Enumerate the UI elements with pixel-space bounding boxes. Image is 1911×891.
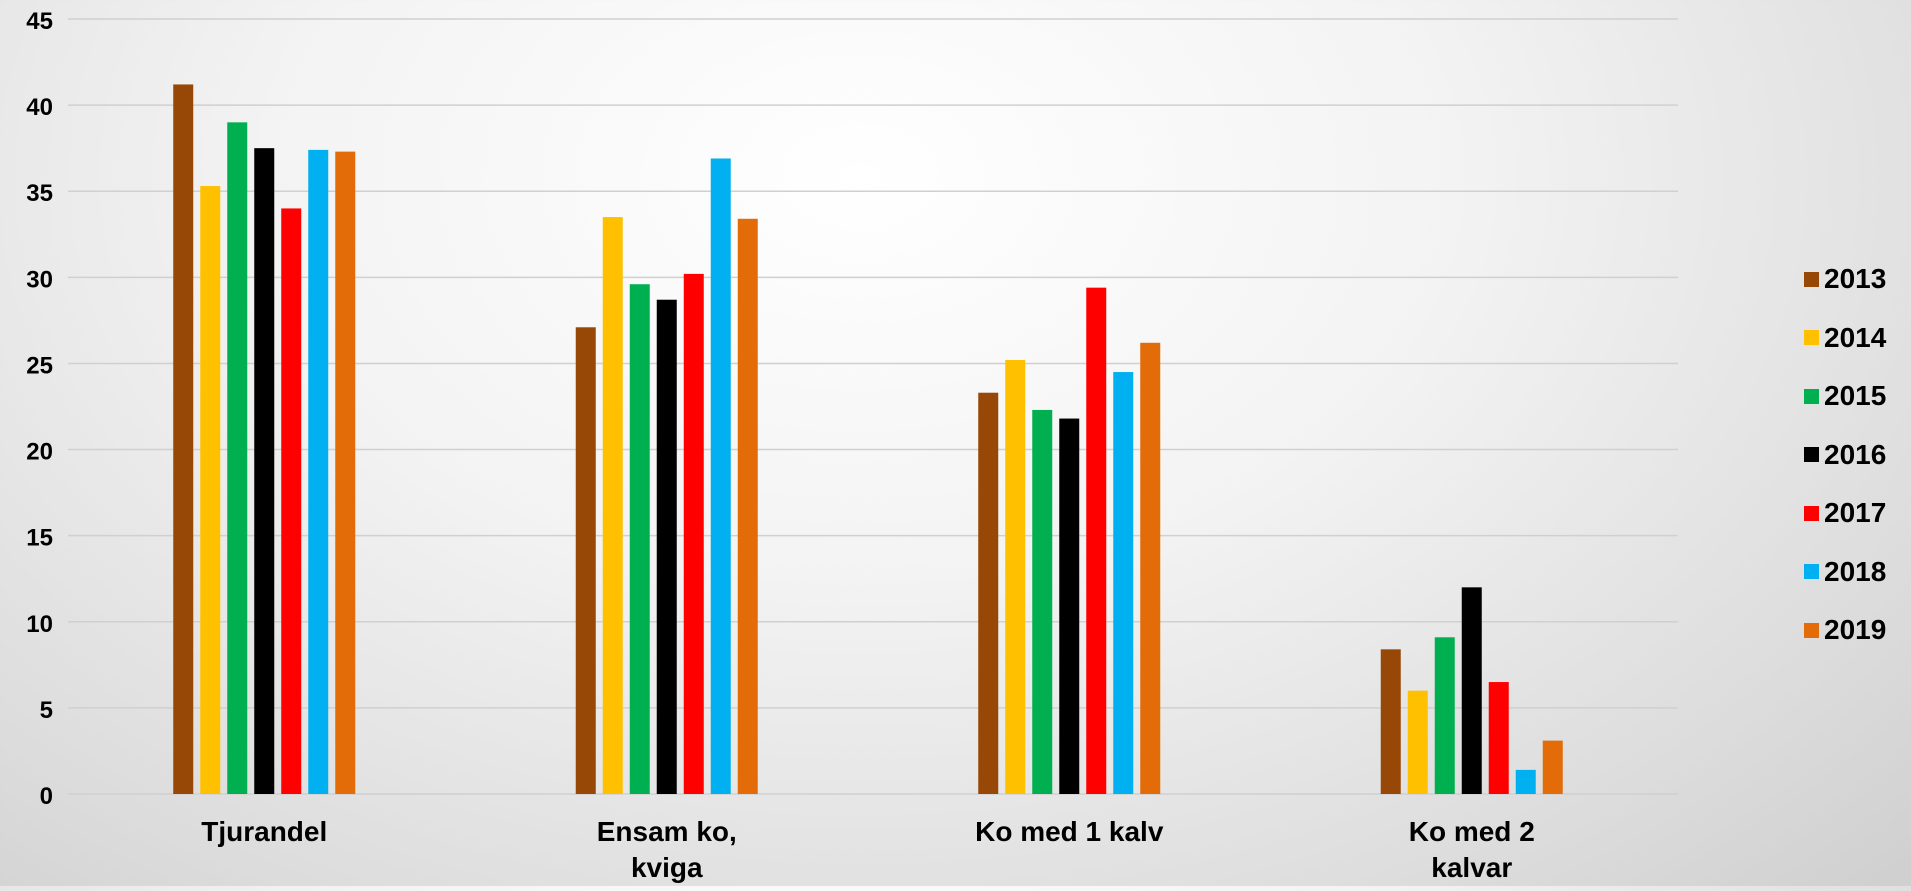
legend-label: 2013 [1824,263,1887,295]
legend-label: 2018 [1824,555,1887,587]
x-category-label: Ko med 1 kalv [975,816,1164,847]
y-tick-label: 25 [26,352,53,379]
bar-2019-1 [737,218,758,794]
bar-2015-2 [1032,409,1053,794]
legend-item-2018: 2018 [1804,543,1909,602]
legend-swatch [1804,564,1819,580]
legend-item-2014: 2014 [1804,309,1909,368]
legend-label: 2016 [1824,438,1887,470]
x-category-label: kalvar [1431,852,1512,883]
y-tick-label: 5 [40,697,53,724]
legend-item-2013: 2013 [1804,250,1909,309]
legend-label: 2019 [1824,614,1887,646]
y-axis-ticks: 0 5 10 15 20 25 30 35 40 45 [26,8,53,810]
bar-2019-0 [335,151,356,795]
bar-2019-2 [1140,342,1161,794]
legend-item-2016: 2016 [1804,426,1909,485]
bar-2014-0 [200,186,221,795]
bar-2013-0 [173,84,194,794]
legend-swatch [1804,505,1819,521]
x-category-label: Tjurandel [201,816,327,847]
bar-2016-1 [656,299,677,794]
x-category-label: kviga [631,852,703,883]
bar-2013-3 [1380,649,1401,794]
legend-label: 2014 [1824,321,1887,353]
bar-2015-1 [629,284,650,794]
legend-swatch [1804,271,1819,287]
bar-2013-1 [575,327,596,794]
legend-swatch [1804,622,1819,638]
legend-label: 2015 [1824,380,1887,412]
bar-2014-3 [1407,690,1428,794]
bar-2016-3 [1461,587,1482,794]
y-tick-label: 45 [26,8,53,35]
bar-2013-2 [978,392,999,794]
y-tick-label: 40 [26,94,53,121]
legend: 2013 2014 2015 2016 2017 2018 2019 [1804,250,1909,660]
y-tick-label: 10 [26,611,53,638]
legend-item-2019: 2019 [1804,601,1909,660]
legend-label: 2017 [1824,497,1887,529]
legend-swatch [1804,330,1819,346]
bar-2017-3 [1488,682,1509,794]
bar-2019-3 [1542,740,1563,794]
bar-2017-2 [1086,287,1107,794]
bar-2018-1 [710,158,731,794]
legend-swatch [1804,447,1819,463]
legend-item-2015: 2015 [1804,367,1909,426]
bar-2018-0 [308,149,329,794]
x-category-label: Ensam ko, [597,816,737,847]
bar-2017-0 [281,208,302,794]
bar-2016-2 [1059,418,1080,794]
bar-2015-0 [227,122,248,795]
y-tick-label: 35 [26,180,53,207]
bars [173,84,1563,795]
bar-2017-1 [683,273,704,794]
legend-item-2017: 2017 [1804,484,1909,543]
y-tick-label: 20 [26,439,53,466]
bar-2015-3 [1434,637,1455,794]
bar-2014-2 [1005,360,1026,794]
y-tick-label: 0 [40,783,53,810]
bar-2016-0 [254,148,275,794]
y-tick-label: 15 [26,525,53,552]
x-axis-categories: Tjurandel Ensam ko, kviga Ko med 1 kalv Ko m… [201,816,1535,883]
bar-2014-1 [602,217,623,795]
x-category-label: Ko med 2 [1409,816,1535,847]
y-tick-label: 30 [26,266,53,293]
legend-swatch [1804,388,1819,404]
bar-2018-2 [1113,372,1134,794]
bar-2018-3 [1515,769,1536,794]
